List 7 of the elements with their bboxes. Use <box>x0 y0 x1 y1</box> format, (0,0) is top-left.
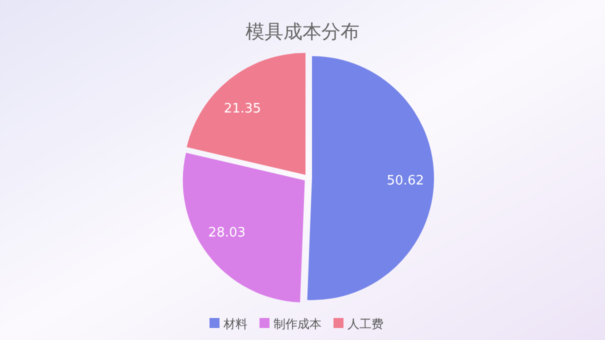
chart-title: 模具成本分布 <box>246 21 360 43</box>
legend-label: 材料 <box>222 317 248 331</box>
data-label: 21.35 <box>224 102 262 117</box>
data-label: 28.03 <box>208 226 246 241</box>
data-label: 50.62 <box>386 173 424 188</box>
legend-label: 制作成本 <box>274 317 322 331</box>
legend-label: 人工费 <box>348 317 384 331</box>
